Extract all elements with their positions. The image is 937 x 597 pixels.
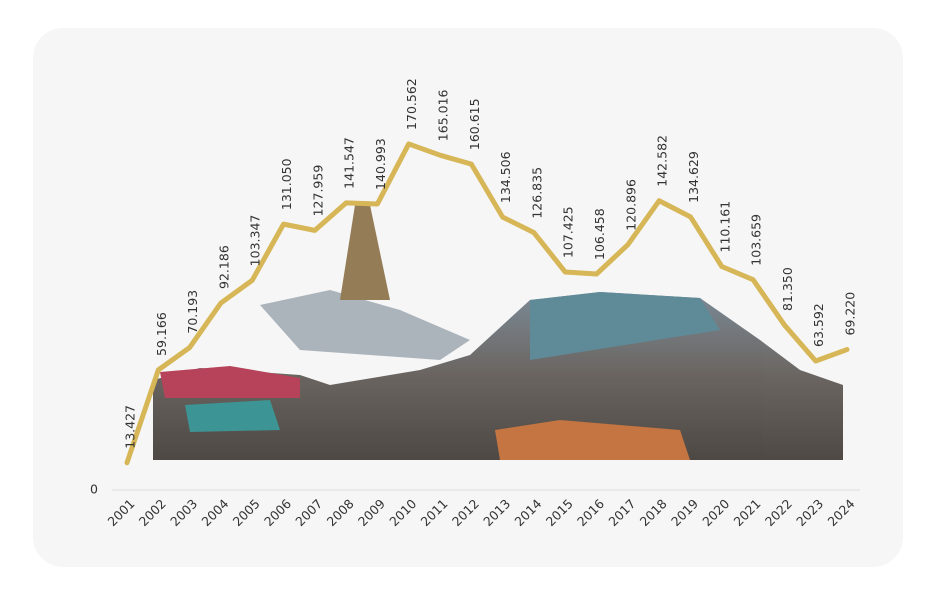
line — [124, 141, 850, 466]
value-label: 110.161 — [717, 201, 732, 253]
value-label: 69.220 — [843, 292, 858, 336]
value-label: 170.562 — [404, 78, 419, 130]
scrap-photo — [153, 205, 843, 460]
value-label: 92.186 — [216, 245, 231, 289]
value-label: 120.896 — [623, 179, 638, 231]
value-label: 131.050 — [279, 158, 294, 210]
value-label: 141.547 — [342, 137, 357, 189]
value-label: 160.615 — [467, 98, 482, 150]
y-tick-label: 0 — [90, 482, 98, 497]
value-label: 142.582 — [655, 135, 670, 187]
value-label: 103.659 — [749, 214, 764, 266]
value-label: 165.016 — [436, 89, 451, 141]
value-label: 59.166 — [154, 312, 169, 356]
value-label: 63.592 — [811, 303, 826, 347]
value-label: 13.427 — [123, 405, 138, 449]
value-label: 140.993 — [373, 138, 388, 190]
value-label: 127.959 — [310, 165, 325, 217]
value-label: 106.458 — [592, 208, 607, 260]
value-label: 107.425 — [561, 206, 576, 258]
value-label: 134.629 — [686, 151, 701, 203]
value-label: 103.347 — [248, 215, 263, 267]
value-label: 70.193 — [185, 290, 200, 334]
value-label: 126.835 — [529, 167, 544, 219]
value-label: 134.506 — [498, 151, 513, 203]
value-label: 81.350 — [780, 267, 795, 311]
